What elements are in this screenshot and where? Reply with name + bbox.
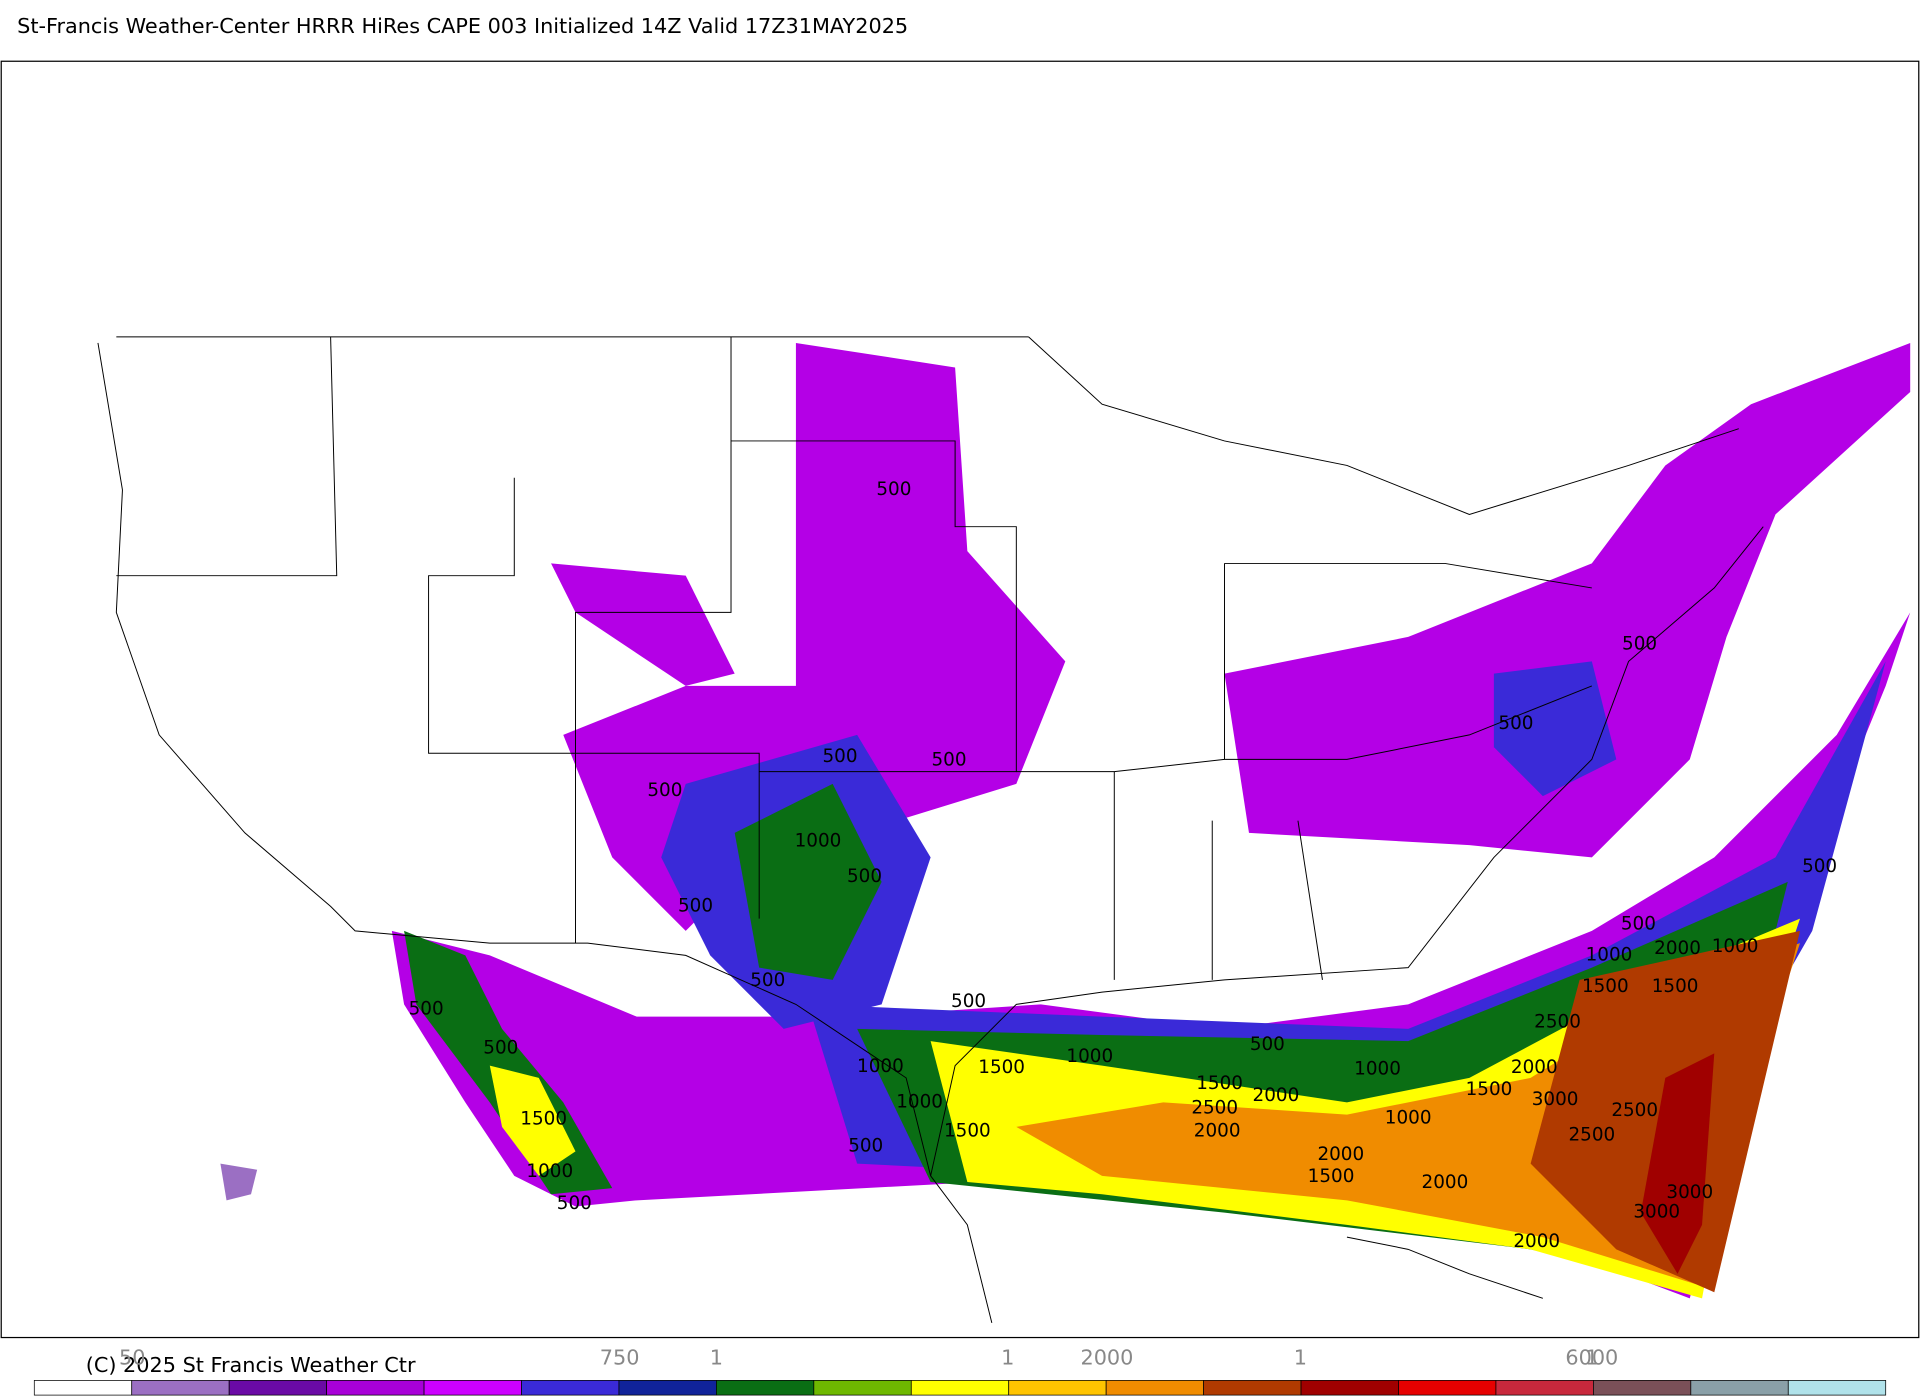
colorbar-swatch (131, 1380, 230, 1396)
contour-label: 2500 (1611, 1100, 1658, 1121)
contour-label: 1500 (978, 1057, 1025, 1078)
contour-label: 500 (1802, 856, 1837, 877)
colorbar-swatch (1008, 1380, 1107, 1396)
title: St-Francis Weather-Center HRRR HiRes CAP… (17, 14, 908, 38)
contour-label: 1500 (520, 1109, 567, 1130)
contour-label: 1000 (795, 830, 842, 851)
colorbar-label: 2000 (1080, 1345, 1133, 1369)
contour-label: 500 (483, 1037, 518, 1058)
contour-label: 3000 (1666, 1182, 1713, 1203)
contour-label: 500 (822, 746, 857, 767)
contour-label: 1000 (1586, 944, 1633, 965)
contour-label: 1000 (1385, 1107, 1432, 1128)
colorbar-swatch (326, 1380, 425, 1396)
colorbar-swatch (228, 1380, 327, 1396)
contour-label: 500 (1622, 633, 1657, 654)
contour-label: 500 (1621, 914, 1656, 935)
contour-label: 2000 (1511, 1057, 1558, 1078)
contour-label: 500 (951, 991, 986, 1012)
colorbar-label: 50 (119, 1345, 145, 1369)
contour-label: 500 (1498, 713, 1533, 734)
colorbar-swatch (1105, 1380, 1204, 1396)
contour-label: 2000 (1253, 1085, 1300, 1106)
colorbar-label: 1 (1294, 1345, 1307, 1369)
colorbar-swatch (910, 1380, 1010, 1396)
colorbar-label: 750 (600, 1345, 640, 1369)
colorbar-swatch (716, 1380, 815, 1396)
contour-label: 1500 (1582, 976, 1629, 997)
colorbar-swatch (1300, 1380, 1399, 1396)
colorbar-swatch (33, 1380, 133, 1396)
colorbar-swatch (813, 1380, 912, 1396)
contour-label: 1000 (1066, 1046, 1113, 1067)
contour-label: 500 (931, 750, 966, 771)
colorbar-swatch (1203, 1380, 1302, 1396)
contour-label: 1000 (1712, 936, 1759, 957)
contour-label: 1000 (896, 1091, 943, 1112)
colorbar-label: 1 (1585, 1345, 1598, 1369)
colorbar-swatch (521, 1380, 620, 1396)
colorbar-swatch (1690, 1380, 1789, 1396)
contour-label: 500 (750, 970, 785, 991)
contour-label: 1000 (1354, 1058, 1401, 1079)
contour-label: 2000 (1317, 1144, 1364, 1165)
colorbar-label: 6000 (1565, 1345, 1618, 1369)
contour-label: 2000 (1513, 1231, 1560, 1252)
boundaries (97, 336, 1764, 1323)
contour-label: 500 (876, 479, 911, 500)
contour-label: 500 (557, 1193, 592, 1214)
contour-label: 2500 (1191, 1097, 1238, 1118)
contour-label: 2000 (1654, 938, 1701, 959)
cape-fields (220, 342, 1911, 1299)
colorbar-swatch (1593, 1380, 1692, 1396)
contour-label: 2500 (1568, 1124, 1615, 1145)
colorbar-swatch (1398, 1380, 1497, 1396)
contour-label: 500 (647, 780, 682, 801)
contour-label: 500 (848, 1135, 883, 1156)
contour-label: 1500 (1196, 1073, 1243, 1094)
contour-label: 500 (847, 866, 882, 887)
contour-label: 500 (678, 895, 713, 916)
contour-label: 3000 (1532, 1089, 1579, 1110)
colorbar-swatch (1787, 1380, 1887, 1396)
contour-label: 1000 (526, 1161, 573, 1182)
colorbar-swatch (1495, 1380, 1594, 1396)
contour-label: 2000 (1194, 1121, 1241, 1142)
contour-label: 1500 (1466, 1079, 1513, 1100)
contour-label: 500 (409, 998, 444, 1019)
contour-label: 2000 (1422, 1172, 1469, 1193)
colorbar-label: 1 (1001, 1345, 1014, 1369)
copyright: (C) 2025 St Francis Weather Ctr (86, 1353, 416, 1377)
colorbar-swatch (423, 1380, 522, 1396)
contour-label: 1500 (944, 1121, 991, 1142)
contour-label: 1500 (1308, 1166, 1355, 1187)
colorbar-swatch (618, 1380, 717, 1396)
contour-label: 3000 (1633, 1202, 1680, 1223)
contour-label: 2500 (1534, 1012, 1581, 1033)
colorbar-label: 1 (710, 1345, 723, 1369)
contour-label: 500 (1250, 1034, 1285, 1055)
contour-label: 1500 (1652, 976, 1699, 997)
contour-label: 1000 (857, 1056, 904, 1077)
